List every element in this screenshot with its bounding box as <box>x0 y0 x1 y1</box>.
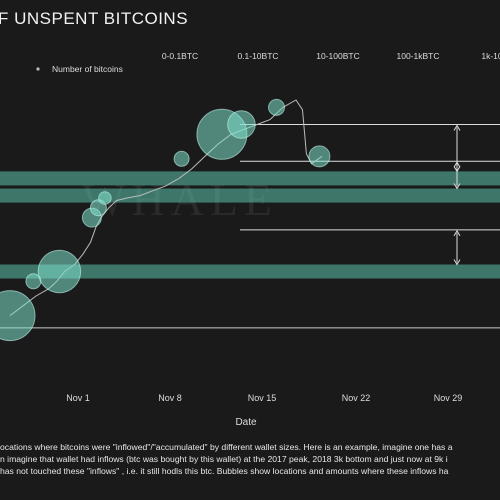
data-bubble <box>25 273 42 290</box>
x-tick-label: Nov 15 <box>248 393 277 403</box>
size-bin-label: 10-100BTC <box>316 51 359 61</box>
x-tick-label: Nov 8 <box>158 393 182 403</box>
level-band <box>0 171 500 186</box>
data-bubble <box>37 249 82 294</box>
x-axis-label: Date <box>235 417 257 428</box>
level-arrow-head <box>453 124 461 131</box>
x-tick-label: Nov 22 <box>342 393 371 403</box>
caption: ocations where bitcoins were "inflowed"/… <box>0 441 500 500</box>
size-bin-label: 1k-10 <box>481 51 500 61</box>
legend-label: Number of bitcoins <box>52 64 123 74</box>
data-bubble <box>98 191 112 205</box>
data-bubble <box>173 150 190 167</box>
data-bubble <box>227 110 256 139</box>
caption-line: n imagine that wallet had inflows (btc w… <box>0 454 448 464</box>
data-bubble <box>308 145 331 168</box>
data-bubble <box>0 290 36 342</box>
level-arrow-head <box>453 183 461 190</box>
level-arrow-head <box>453 229 461 237</box>
utxo-chart: WHALENumber of bitcoins0-0.1BTC0.1-10BTC… <box>0 51 500 428</box>
legend-marker <box>36 67 40 71</box>
caption-line: has not touched these "inflows" , i.e. i… <box>0 466 449 476</box>
x-tick-label: Nov 1 <box>66 393 90 403</box>
level-arrow-head <box>453 161 461 168</box>
x-tick-label: Nov 29 <box>434 393 463 403</box>
caption-line: ocations where bitcoins were "inflowed"/… <box>0 442 453 452</box>
level-band <box>0 264 500 279</box>
size-bin-label: 100-1kBTC <box>397 51 440 61</box>
level-band <box>0 188 500 203</box>
size-bin-label: 0-0.1BTC <box>162 51 198 61</box>
level-arrow-head <box>453 259 461 266</box>
size-bin-label: 0.1-10BTC <box>237 51 278 61</box>
chart-title: F UNSPENT BITCOINS <box>0 9 189 28</box>
data-bubble <box>268 98 285 116</box>
